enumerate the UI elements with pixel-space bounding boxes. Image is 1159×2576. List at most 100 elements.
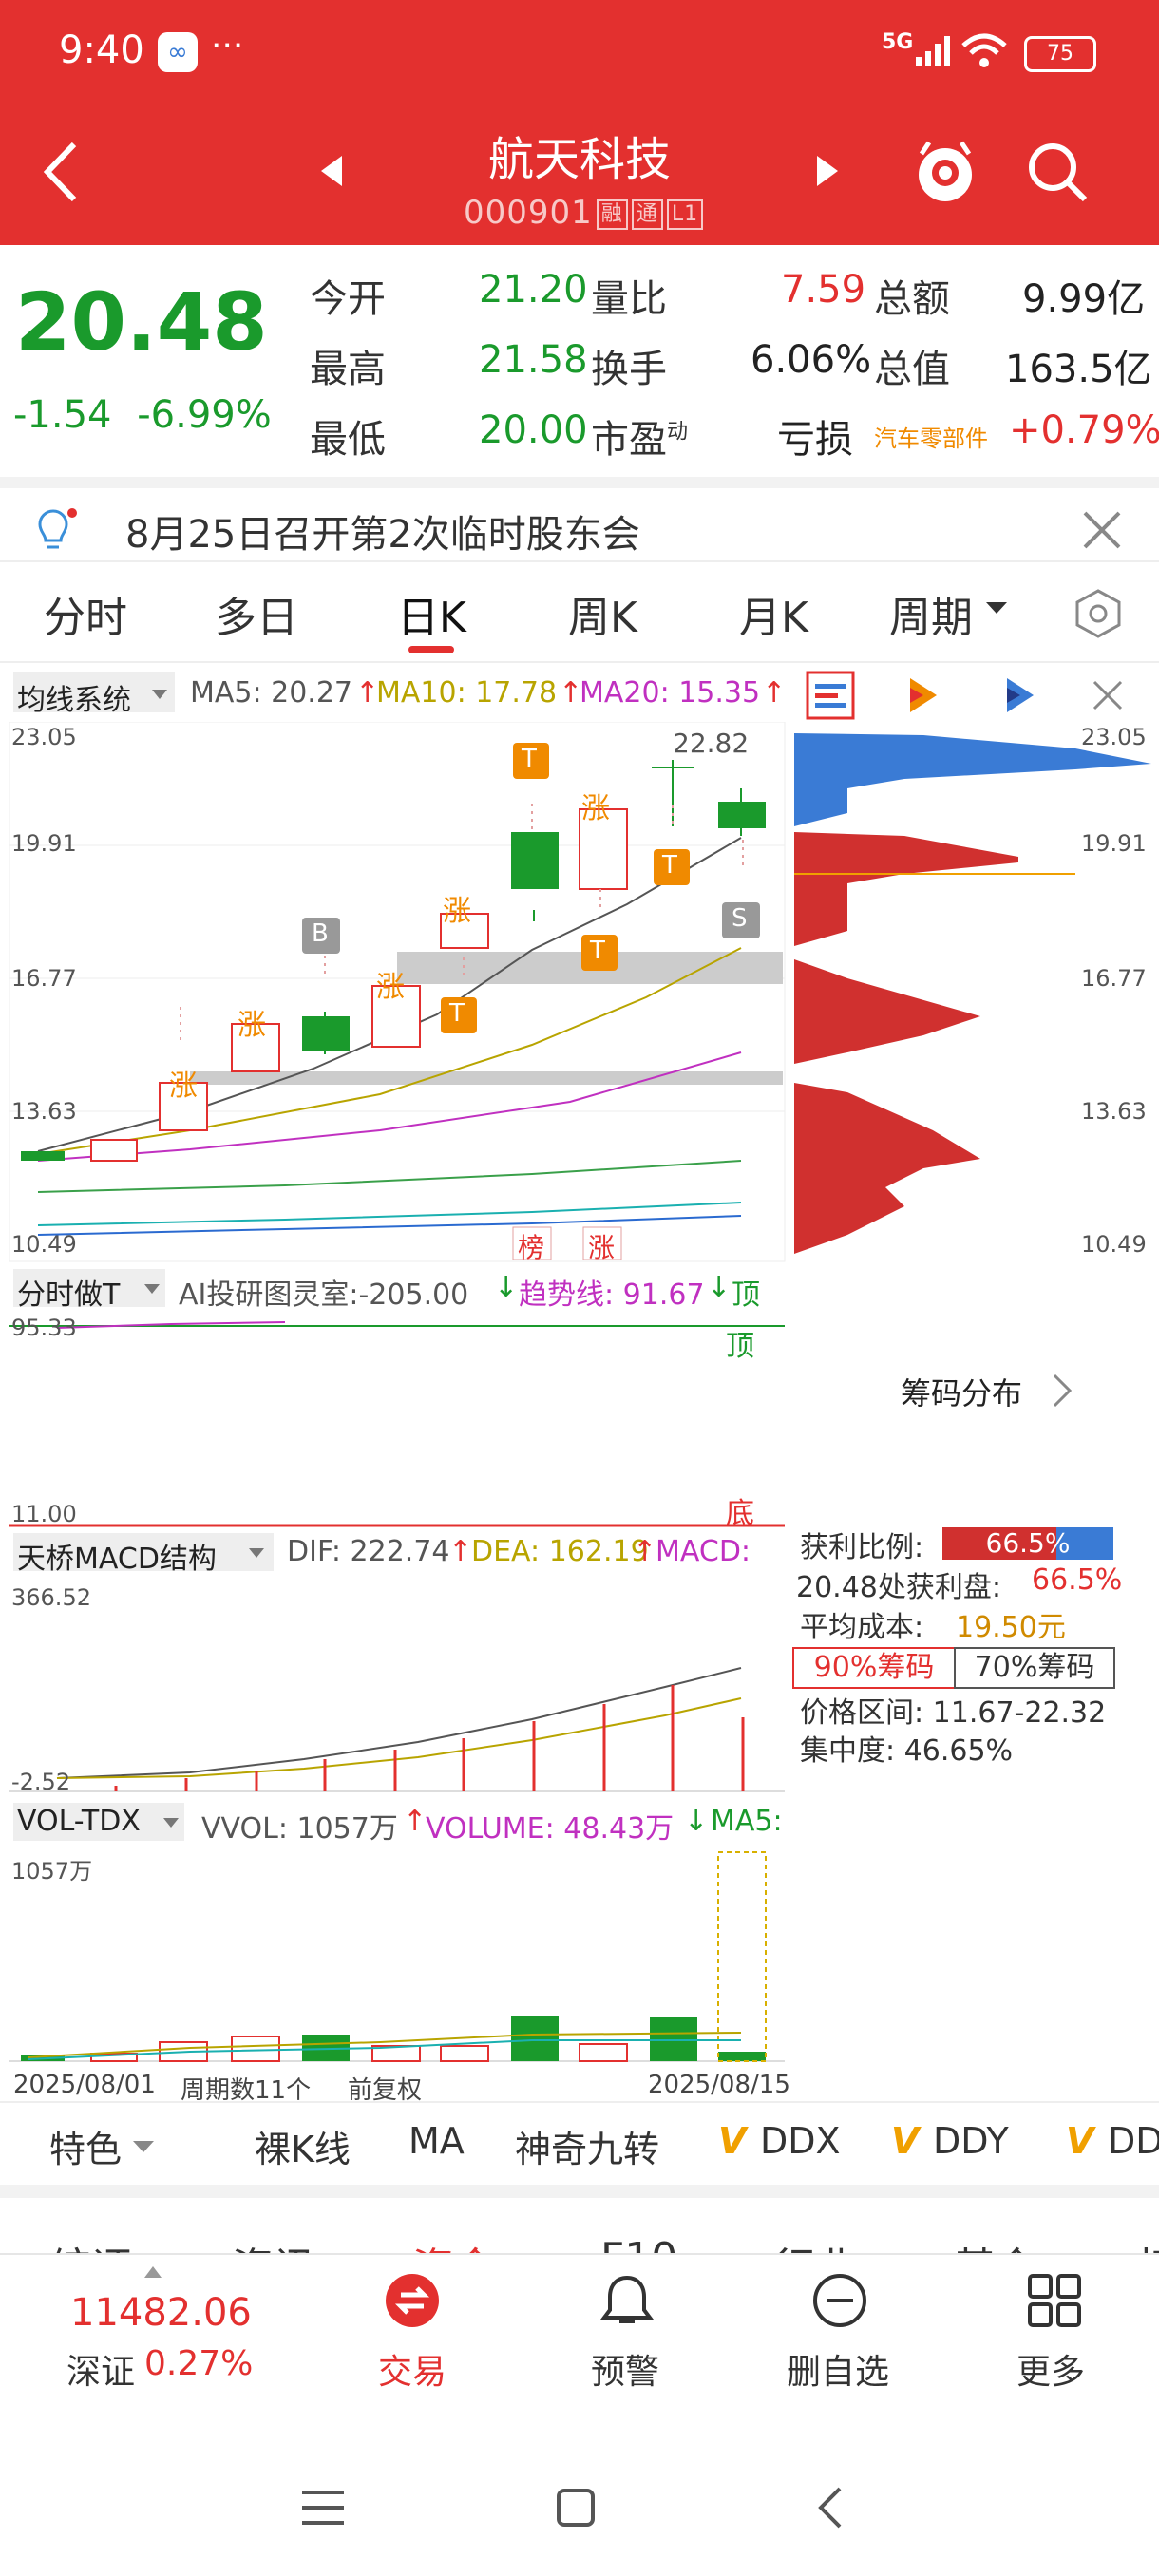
turnover-amount-label: 总额 [874,277,950,321]
notice-bar[interactable]: 8月25日召开第2次临时股东会 [0,477,1159,572]
subtab-fund[interactable]: 基金 [954,2234,1037,2253]
alert-label[interactable]: 预警 [591,2353,660,2392]
period-dropdown-icon[interactable] [984,598,1009,617]
feature-magic-nine[interactable]: 神奇九转 [515,2129,660,2170]
panel4-ma5: MA5: [711,1805,783,1838]
panel2-trend: 趋势线: 91.67 [519,1279,705,1312]
tab-timeshare[interactable]: 分时 [44,594,127,642]
feature-dd[interactable]: DD [1108,2120,1159,2162]
chart-tool-list-icon[interactable] [806,671,855,720]
signal-top: 顶 [726,1330,754,1363]
panel4-chart[interactable] [0,1847,788,2065]
chevron-down-icon [249,1548,264,1558]
next-stock-icon[interactable] [813,154,842,188]
chip-blue-icon[interactable] [1001,674,1039,716]
feature-ddy[interactable]: DDY [933,2120,1009,2162]
subtab-f10[interactable]: F10 [600,2234,677,2253]
mascot-icon[interactable] [912,135,978,207]
prev-stock-icon[interactable] [317,154,346,188]
chevron-down-icon [144,1284,160,1294]
pe-value: 亏损 [777,418,853,462]
y-tick: 10.49 [11,1231,77,1258]
feature-ma[interactable]: MA [408,2120,465,2162]
chevron-down-icon[interactable] [131,2139,156,2156]
subtab-news[interactable]: 资讯 [232,2234,315,2253]
profit-ratio-label: 获利比例: [800,1531,924,1564]
close-icon[interactable] [1081,509,1123,551]
vip-icon: V [1066,2120,1094,2162]
indicator-name: 均线系统 [17,684,131,717]
subtab-industry[interactable]: 行业 [773,2234,857,2253]
marker-t: T [522,745,537,773]
chip-90-button[interactable]: 90%筹码 [792,1647,956,1689]
panel2-selector[interactable]: 分时做T [13,1269,165,1312]
settings-hex-icon[interactable] [1072,587,1125,640]
search-icon[interactable] [1026,139,1089,205]
tab-weekly-k[interactable]: 周K [568,594,637,642]
divider [0,661,1159,663]
stock-name: 航天科技 [487,133,671,186]
menu-icon[interactable] [298,2487,348,2529]
avg-cost-value: 19.50元 [956,1611,1066,1644]
arrow-down-icon: ↓ [707,1271,732,1304]
back-arrow-icon[interactable] [40,141,82,203]
index-percent[interactable]: 0.27% [144,2344,254,2383]
caret-up-icon[interactable] [142,2264,163,2280]
chip-orange-icon[interactable] [904,674,942,716]
chip-dist-title[interactable]: 筹码分布 [901,1375,1023,1411]
tab-monthly-k[interactable]: 月K [739,594,808,642]
tab-period[interactable]: 周期 [889,594,973,642]
market-cap-value: 163.5亿 [1005,348,1152,391]
market-cap-label: 总值 [874,348,950,391]
remove-watchlist-icon[interactable] [809,2270,870,2331]
more-label[interactable]: 更多 [1016,2353,1086,2392]
index-value[interactable]: 11482.06 [70,2291,252,2335]
feature-bare-k[interactable]: 裸K线 [255,2129,351,2170]
index-name[interactable]: 深证 [66,2353,136,2392]
trade-icon[interactable] [384,2272,441,2329]
tab-multiday[interactable]: 多日 [215,594,298,642]
panel2-chart[interactable] [0,1311,788,1529]
profit-ratio-value: 66.5% [985,1527,1071,1559]
remove-watchlist-label[interactable]: 删自选 [787,2353,890,2392]
y-tick: 16.77 [11,965,77,992]
close-chip-icon[interactable] [1091,678,1125,712]
battery-icon: 75 [1024,36,1096,72]
marker-t: T [590,937,605,965]
panel3-selector[interactable]: 天桥MACD结构 [13,1533,274,1576]
kline-chart[interactable] [0,722,788,1263]
chevron-right-icon[interactable] [1051,1372,1074,1410]
panel3-chart[interactable] [0,1577,788,1795]
sector-change[interactable]: +0.79% [1009,408,1159,452]
sector-name[interactable]: 汽车零部件 [874,426,988,452]
chip-distribution-chart[interactable] [790,722,1159,1263]
high-price-label: 22.82 [673,728,750,759]
panel4-vvol: VVOL: 1057万 [201,1812,398,1846]
subtab-more[interactable]: 打 [1136,2234,1159,2253]
tab-daily-k[interactable]: 日K [397,594,466,642]
wifi-icon [961,33,1007,67]
bottom-tag-zhang[interactable]: 涨 [588,1232,616,1263]
indicator-selector[interactable]: 均线系统 [13,672,175,717]
chip-y-tick: 13.63 [1081,1098,1147,1125]
home-square-icon[interactable] [555,2487,597,2529]
period-count: 周期数11个 [180,2076,312,2105]
marker-s: S [732,904,748,933]
bottom-tag-bang[interactable]: 榜 [518,1232,545,1263]
back-icon[interactable] [813,2485,846,2530]
subtab-funds[interactable]: 资金 [412,2234,496,2253]
signal-icon [916,36,950,66]
panel4-volume: VOLUME: 48.43万 [426,1812,674,1846]
trade-label[interactable]: 交易 [378,2353,447,2392]
panel4-selector[interactable]: VOL-TDX [13,1803,184,1841]
grid-more-icon[interactable] [1024,2270,1085,2331]
feature-special[interactable]: 特色 [49,2129,123,2170]
ma5-value: MA5: 20.27 [190,676,353,710]
bell-icon[interactable] [597,2270,657,2331]
subtab-overview[interactable]: 综评 [49,2234,133,2253]
chip-70-button[interactable]: 70%筹码 [954,1647,1115,1689]
tag-tong: 通 [631,199,663,230]
adjust-mode[interactable]: 前复权 [348,2076,423,2105]
feature-ddx[interactable]: DDX [760,2120,841,2162]
tag-l1: L1 [666,199,704,230]
